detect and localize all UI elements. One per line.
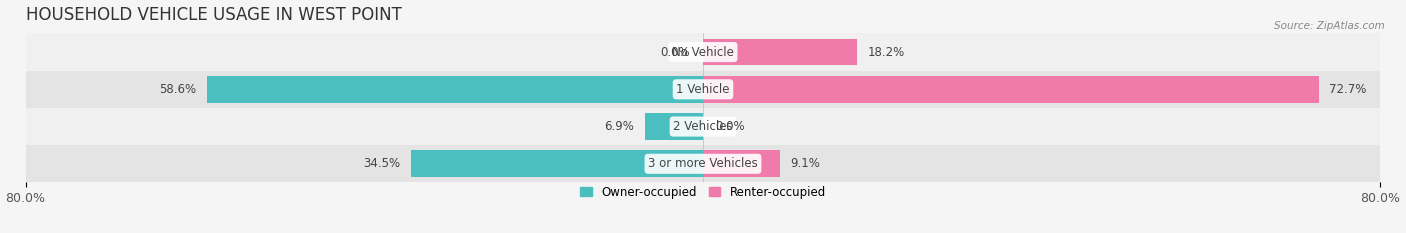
Text: 72.7%: 72.7% [1329,83,1367,96]
Text: 58.6%: 58.6% [159,83,197,96]
Text: 1 Vehicle: 1 Vehicle [676,83,730,96]
Text: HOUSEHOLD VEHICLE USAGE IN WEST POINT: HOUSEHOLD VEHICLE USAGE IN WEST POINT [25,6,402,24]
Bar [703,39,858,65]
Text: 9.1%: 9.1% [790,157,820,170]
Bar [207,76,703,103]
Text: 34.5%: 34.5% [364,157,401,170]
Text: 0.0%: 0.0% [716,120,745,133]
Bar [644,113,703,140]
Text: 3 or more Vehicles: 3 or more Vehicles [648,157,758,170]
Text: 18.2%: 18.2% [868,46,904,58]
Bar [25,71,1381,108]
Text: Source: ZipAtlas.com: Source: ZipAtlas.com [1274,21,1385,31]
Text: 6.9%: 6.9% [605,120,634,133]
Bar [25,108,1381,145]
Legend: Owner-occupied, Renter-occupied: Owner-occupied, Renter-occupied [575,181,831,203]
Bar [703,76,1319,103]
Bar [703,150,780,177]
Bar [25,145,1381,182]
Text: 2 Vehicles: 2 Vehicles [673,120,733,133]
Bar [25,34,1381,71]
Bar [411,150,703,177]
Text: No Vehicle: No Vehicle [672,46,734,58]
Text: 0.0%: 0.0% [661,46,690,58]
